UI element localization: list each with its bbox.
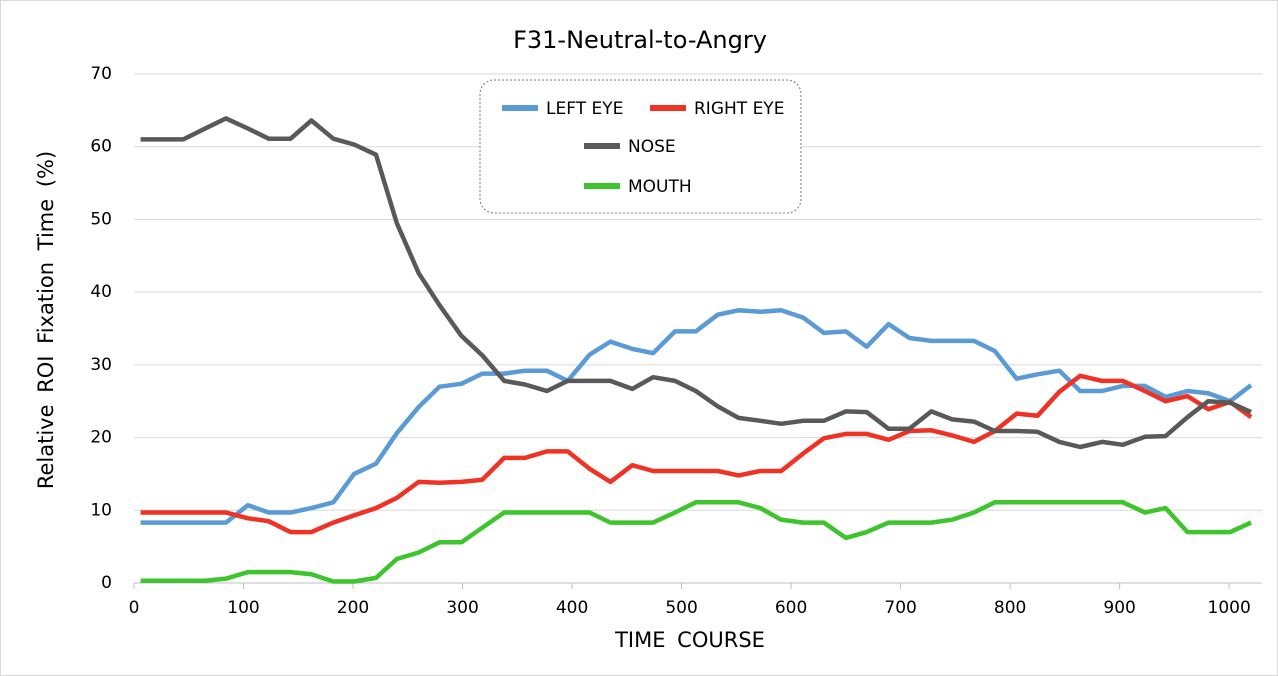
x-tick-label: 300 — [446, 598, 478, 618]
y-tick-label: 60 — [90, 137, 112, 157]
x-tick-label: 100 — [227, 598, 259, 618]
x-tick-label: 900 — [1103, 598, 1135, 618]
legend-label: NOSE — [628, 137, 676, 157]
chart-title: F31-Neutral-to-Angry — [513, 26, 767, 54]
x-tick-label: 500 — [665, 598, 697, 618]
x-tick-label: 600 — [775, 598, 807, 618]
y-tick-label: 30 — [90, 355, 112, 375]
x-tick-label: 0 — [129, 598, 140, 618]
plot-lines — [140, 116, 1253, 584]
series-line — [140, 116, 1252, 450]
legend-label: MOUTH — [628, 177, 692, 197]
series-line — [140, 500, 1252, 584]
y-tick-label: 50 — [90, 209, 112, 229]
y-tick-label: 70 — [90, 64, 112, 84]
legend-label: RIGHT EYE — [694, 99, 784, 119]
x-tick-label: 700 — [884, 598, 916, 618]
x-tick-label: 1000 — [1208, 598, 1251, 618]
legend-box — [479, 79, 802, 214]
y-tick-label: 0 — [101, 573, 112, 593]
x-tick-label: 400 — [556, 598, 588, 618]
x-tick-label: 800 — [994, 598, 1026, 618]
y-tick-label: 20 — [90, 428, 112, 448]
y-tick-label: 10 — [90, 500, 112, 520]
y-axis-label: Relative ROI Fixation Time (%) — [34, 151, 58, 489]
series-line — [140, 308, 1253, 525]
x-tick-label: 200 — [337, 598, 369, 618]
legend-label: LEFT EYE — [546, 99, 623, 119]
x-axis-label: TIME COURSE — [614, 628, 765, 652]
y-tick-label: 40 — [90, 282, 112, 302]
series-line — [140, 373, 1253, 535]
legend: LEFT EYE RIGHT EYE NOSE MOUTH — [502, 99, 784, 197]
